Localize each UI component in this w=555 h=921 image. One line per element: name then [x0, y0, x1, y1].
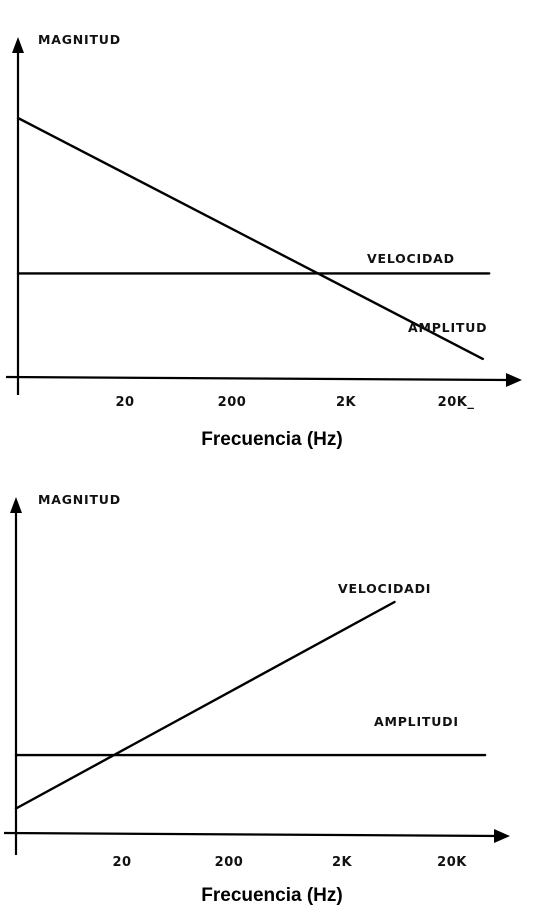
x-tick-label: 200 — [215, 855, 244, 870]
x-tick-label: 2K — [336, 395, 357, 410]
series-label-velocidad: VELOCIDAD — [367, 251, 455, 266]
x-axis-label-2: Frecuencia (Hz) — [201, 885, 342, 906]
series-label-amplitudi: AMPLITUDI — [374, 714, 459, 729]
x-axis-arrow-2 — [494, 829, 510, 843]
x-axis-2 — [3, 831, 501, 838]
x-tick-label: 200 — [218, 395, 247, 410]
y-axis-arrow-2 — [10, 497, 22, 513]
y-axis-arrow-1 — [12, 37, 24, 53]
x-tick-label: 20 — [112, 855, 131, 870]
series-line-velocidadi — [14, 600, 396, 810]
series-label-velocidadi: VELOCIDADI — [338, 581, 431, 596]
series-line-amplitud — [16, 116, 484, 361]
series-group-1 — [16, 116, 491, 361]
x-tick-label: 20K — [437, 855, 467, 870]
x-tick-label: 20 — [115, 395, 134, 410]
y-axis-label-2: MAGNITUD — [38, 492, 121, 507]
x-tick-label: 20K_ — [438, 395, 475, 410]
series-group-2 — [14, 600, 487, 810]
y-axis-label-1: MAGNITUD — [38, 32, 121, 47]
chart-1: MAGNITUD VELOCIDAD AMPLITUD 20 200 2K 20… — [5, 32, 522, 450]
x-axis-1 — [5, 375, 513, 382]
x-axis-label-1: Frecuencia (Hz) — [201, 429, 342, 450]
x-axis-arrow-1 — [506, 373, 522, 387]
series-label-amplitud: AMPLITUD — [408, 320, 487, 335]
x-tick-label: 2K — [332, 855, 353, 870]
chart-2: MAGNITUD VELOCIDADI AMPLITUDI 20 200 2K … — [3, 492, 510, 906]
